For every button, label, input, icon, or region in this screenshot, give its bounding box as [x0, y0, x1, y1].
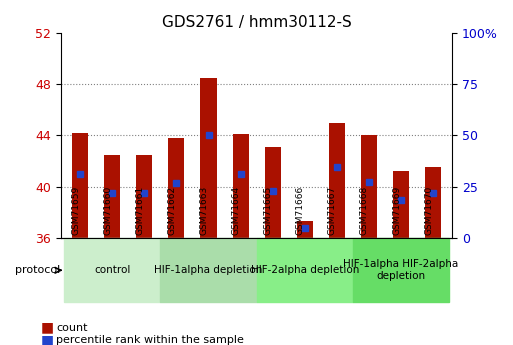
Text: GSM71661: GSM71661 — [135, 186, 144, 235]
Text: GSM71666: GSM71666 — [296, 186, 305, 235]
Bar — [361, 135, 377, 238]
Bar — [136, 155, 152, 238]
Text: GSM71669: GSM71669 — [392, 186, 401, 235]
Text: GSM71665: GSM71665 — [264, 186, 273, 235]
Title: GDS2761 / hmm30112-S: GDS2761 / hmm30112-S — [162, 15, 351, 30]
Bar — [297, 221, 313, 238]
Text: count: count — [56, 323, 88, 333]
Text: GSM71663: GSM71663 — [200, 186, 208, 235]
Text: HIF-2alpha depletion: HIF-2alpha depletion — [250, 265, 359, 275]
Bar — [256, 238, 353, 303]
Bar — [329, 122, 345, 238]
Text: HIF-1alpha HIF-2alpha
depletion: HIF-1alpha HIF-2alpha depletion — [343, 259, 459, 281]
Bar — [72, 133, 88, 238]
Bar — [353, 238, 449, 303]
Text: GSM71662: GSM71662 — [167, 186, 176, 235]
Text: ■: ■ — [41, 321, 54, 335]
Bar — [64, 238, 161, 303]
Bar — [161, 238, 256, 303]
Text: ■: ■ — [41, 333, 54, 345]
Text: HIF-1alpha depletion: HIF-1alpha depletion — [154, 265, 263, 275]
Text: protocol: protocol — [15, 265, 60, 275]
Text: control: control — [94, 265, 130, 275]
Text: GSM71670: GSM71670 — [424, 186, 433, 235]
Bar — [104, 155, 120, 238]
Text: GSM71667: GSM71667 — [328, 186, 337, 235]
Text: GSM71659: GSM71659 — [71, 186, 80, 235]
Text: GSM71664: GSM71664 — [231, 186, 241, 235]
Bar — [425, 167, 441, 238]
Bar — [393, 171, 409, 238]
Text: GSM71660: GSM71660 — [103, 186, 112, 235]
Bar — [168, 138, 185, 238]
Bar — [265, 147, 281, 238]
Bar — [201, 78, 216, 238]
Bar — [232, 134, 249, 238]
Text: GSM71668: GSM71668 — [360, 186, 369, 235]
Text: percentile rank within the sample: percentile rank within the sample — [56, 335, 244, 345]
